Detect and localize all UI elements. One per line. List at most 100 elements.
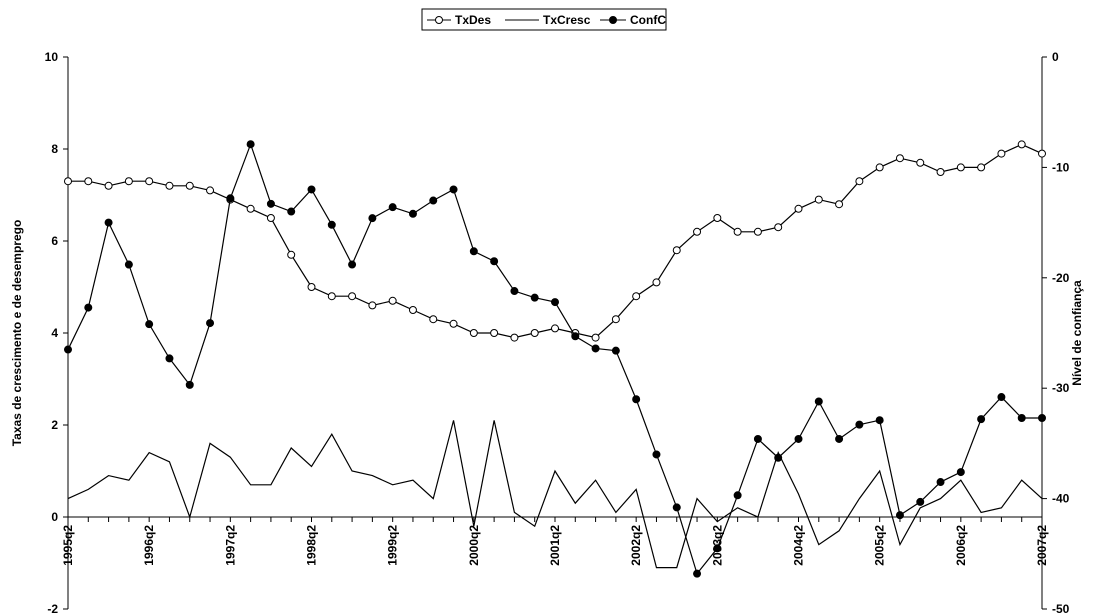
data-point-txdes: [124, 177, 133, 186]
data-point-txdes: [185, 181, 194, 190]
right-y-tick-label: -10: [1052, 160, 1070, 174]
data-point-txdes: [956, 163, 965, 172]
data-point-txdes: [551, 324, 559, 333]
data-point-confc: [429, 196, 438, 205]
data-point-txdes: [104, 181, 113, 190]
data-point-confc: [449, 185, 458, 194]
data-point-confc: [916, 497, 925, 506]
data-point-confc: [774, 453, 783, 462]
left-y-tick-label: -2: [47, 602, 58, 615]
x-ticks: 1995q2 1996q2 1997q2 1998q2 1999q2 2000q2 2001…: [61, 517, 1049, 566]
legend-label-confc: ConfC: [630, 13, 666, 27]
data-point-txdes: [977, 163, 986, 172]
data-point-confc: [591, 344, 600, 353]
data-point-confc: [672, 503, 681, 512]
data-point-confc: [287, 207, 296, 216]
data-point-txdes: [774, 223, 783, 232]
data-point-confc: [693, 569, 702, 578]
data-point-txdes: [855, 177, 864, 186]
x-tick-label: 2005q2: [873, 525, 887, 566]
data-point-confc: [611, 346, 620, 355]
data-point-confc: [1017, 414, 1026, 423]
data-point-confc: [206, 319, 215, 328]
data-point-txdes: [490, 329, 499, 337]
left-y-tick-label: 8: [51, 142, 58, 156]
right-y-axis-title: Nível de confiança: [1070, 280, 1084, 386]
data-point-txdes: [449, 319, 458, 328]
right-y-tick-label: 0: [1052, 50, 1059, 64]
legend-marker-txdes: [435, 16, 443, 24]
data-point-txdes: [875, 163, 884, 172]
data-point-txdes: [246, 204, 255, 213]
data-point-confc: [733, 491, 742, 500]
data-point-confc: [875, 416, 884, 425]
left-y-tick-label: 2: [51, 418, 58, 432]
data-point-txdes: [733, 227, 742, 236]
data-point-txdes: [510, 333, 519, 342]
data-point-confc: [368, 214, 377, 223]
data-point-txdes: [530, 329, 539, 337]
data-point-txdes: [814, 195, 823, 204]
data-point-confc: [632, 395, 641, 404]
data-point-txdes: [713, 214, 722, 222]
data-point-confc: [753, 434, 762, 443]
data-point-confc: [307, 185, 316, 194]
data-point-confc: [510, 287, 519, 296]
data-point-confc: [855, 420, 864, 429]
x-tick-label: 1997q2: [223, 525, 237, 566]
x-tick-label: 2000q2: [467, 525, 481, 566]
series-txdes: [64, 140, 1046, 342]
data-point-confc: [104, 218, 113, 227]
data-point-confc: [84, 303, 93, 312]
data-point-confc: [1038, 414, 1046, 423]
data-point-confc: [348, 260, 357, 269]
data-point-txdes: [368, 301, 377, 310]
data-point-confc: [977, 415, 986, 424]
data-point-txdes: [307, 283, 316, 291]
left-y-tick-label: 4: [51, 326, 58, 340]
legend-box: [421, 8, 667, 31]
data-point-confc: [246, 140, 255, 149]
data-point-txdes: [206, 186, 215, 195]
left-y-axis-title: Taxas de crescimento e de desemprego: [10, 220, 24, 447]
data-point-confc: [956, 468, 965, 477]
data-point-txdes: [895, 154, 904, 163]
data-point-txdes: [84, 177, 93, 186]
legend-label-txdes: TxDes: [455, 13, 491, 27]
series-confc: [64, 140, 1046, 578]
data-point-confc: [490, 257, 499, 266]
left-y-tick-label: 0: [51, 510, 58, 524]
series-layer: [64, 140, 1046, 578]
data-point-txdes: [327, 292, 336, 301]
right-y-ticks: -50 -40 -30 -20 -10 0: [1042, 50, 1070, 615]
x-tick-label: 1995q2: [61, 525, 75, 566]
data-point-confc: [895, 511, 904, 520]
data-point-confc: [124, 260, 133, 269]
data-point-txdes: [165, 181, 174, 190]
data-point-txdes: [936, 168, 945, 176]
data-point-txdes: [388, 296, 397, 305]
right-y-tick-label: -30: [1052, 381, 1070, 395]
left-y-tick-label: 6: [51, 234, 58, 248]
data-point-txdes: [64, 177, 72, 186]
data-point-confc: [165, 354, 174, 363]
legend: TxDes TxCresc ConfC: [421, 8, 667, 31]
data-point-confc: [327, 220, 336, 229]
x-tick-label: 1996q2: [142, 525, 156, 566]
data-point-confc: [469, 247, 478, 256]
data-point-txdes: [611, 315, 620, 324]
data-point-confc: [571, 332, 580, 341]
x-tick-label: 2002q2: [629, 525, 643, 566]
right-y-tick-label: -40: [1052, 492, 1070, 506]
data-point-confc: [794, 434, 803, 443]
data-point-txdes: [287, 250, 296, 259]
data-point-txdes: [997, 149, 1006, 158]
data-point-confc: [530, 293, 539, 302]
x-tick-label: 2006q2: [954, 525, 968, 566]
left-y-ticks: -2 0 2 4 6 8 10: [45, 50, 68, 615]
data-point-confc: [64, 345, 72, 354]
data-point-confc: [835, 434, 844, 443]
data-point-txdes: [652, 278, 661, 287]
